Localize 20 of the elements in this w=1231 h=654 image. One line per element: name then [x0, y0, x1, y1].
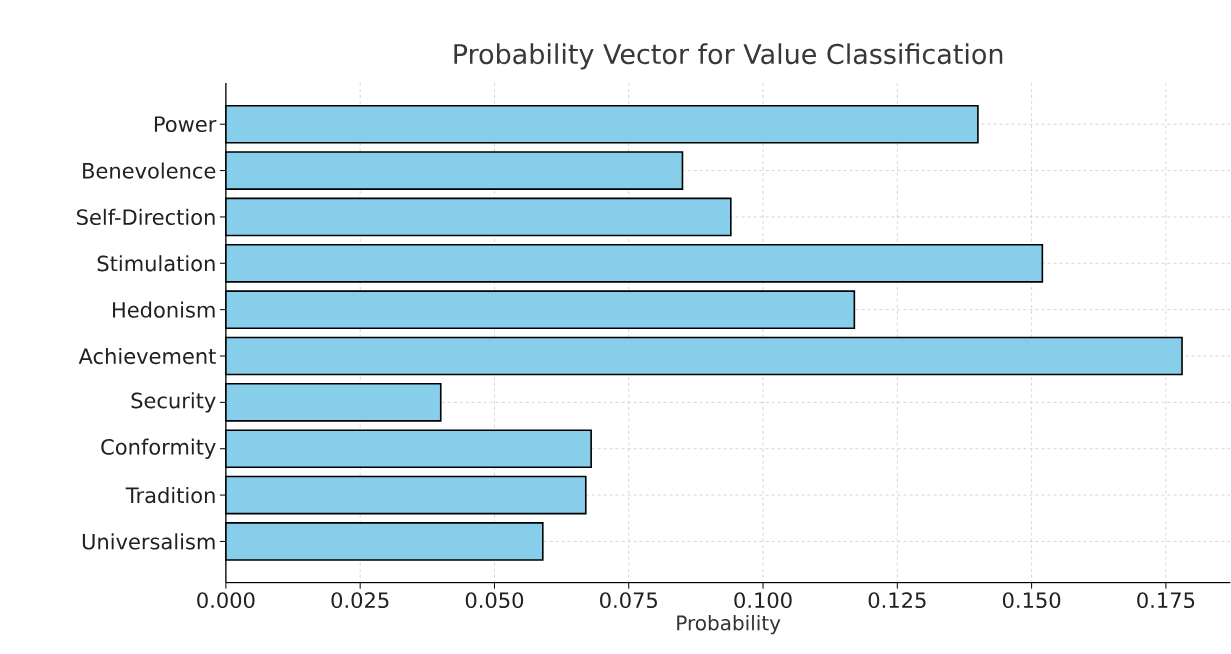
x-axis-title: Probability [677, 615, 781, 635]
x-tick-label: 0.075 [600, 592, 657, 609]
x-tick-label: 0.100 [734, 592, 792, 609]
y-tick-label: Tradition [125, 487, 215, 504]
y-tick-label: Hedonism [113, 301, 215, 318]
x-tick-label: 0.050 [465, 592, 524, 609]
x-tick-label: 0.000 [197, 592, 255, 609]
y-tick-label: Security [131, 392, 216, 413]
chart-title: Probability Vector for Value Classification [454, 43, 1003, 70]
x-tick-label: 0.150 [1002, 592, 1061, 609]
y-tick-label: Achievement [78, 348, 216, 365]
y-tick-label: Stimulation [97, 255, 215, 272]
y-tick-label: Benevolence [83, 162, 216, 179]
x-tick-label: 0.175 [1137, 592, 1195, 609]
y-tick-label: Universalism [82, 533, 215, 550]
x-tick-label: 0.025 [331, 592, 389, 609]
x-tick-label: 0.125 [868, 592, 926, 609]
y-tick-label: Power [154, 116, 217, 133]
y-tick-label: Conformity [101, 438, 216, 460]
y-tick-label: Self-Direction [77, 208, 215, 226]
